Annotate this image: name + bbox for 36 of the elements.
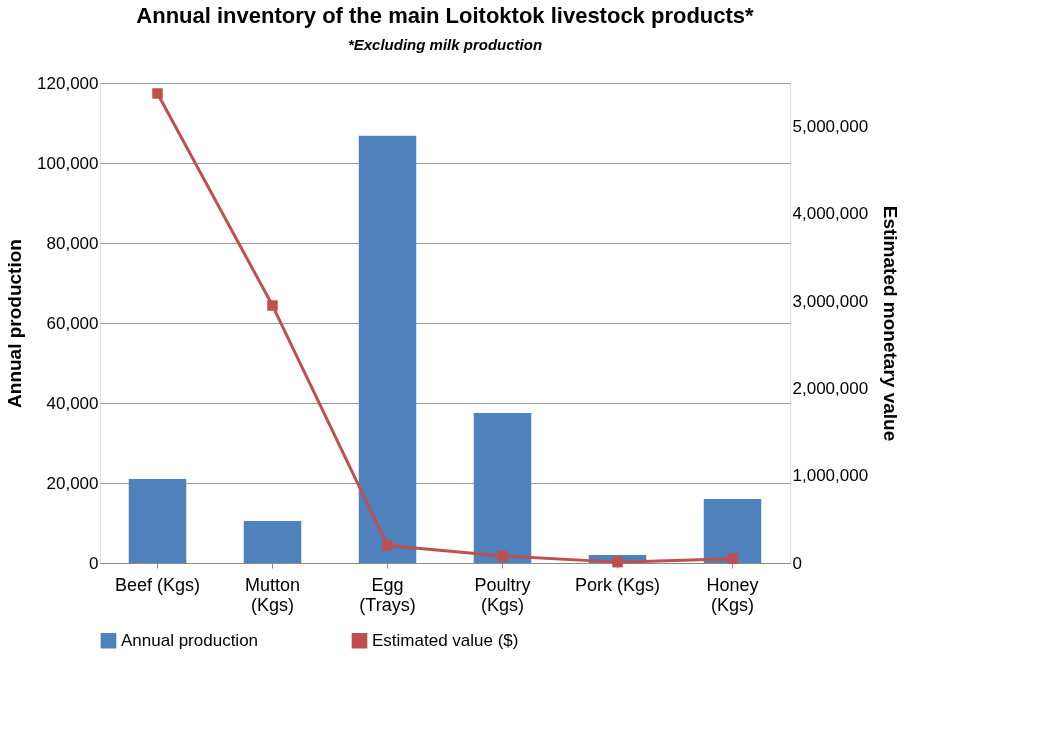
x-tick-label: Poultry (Kgs) [474,574,531,615]
y2-tick-label: 2,000,000 [792,378,869,398]
chart-title: Annual inventory of the main Loitoktok livestock products* [136,3,755,28]
y-tick-label: 60,000 [46,313,99,333]
point [612,556,623,568]
y-tick-label: 100,000 [37,153,99,173]
bar [358,135,417,563]
y-tick-label: 20,000 [46,473,99,493]
x-tick-label: Beef (Kgs) [114,574,201,595]
text: *Excluding milk production [347,36,543,53]
x-tick-label: Pork (Kgs) [574,574,661,595]
y2-tick-label: 1,000,000 [792,466,869,486]
y2-tick-label: 5,000,000 [792,117,869,137]
point [267,300,278,311]
legend-label: Estimated value ($) [372,630,519,650]
point [727,553,738,564]
y-tick-label: 0 [89,553,99,573]
y-tick-label: 120,000 [37,73,99,93]
y-axis-title: Annual production [4,239,26,408]
x-tick-label: Egg (Trays) [359,574,416,615]
point [152,88,163,99]
y2-tick-label: 3,000,000 [792,291,869,311]
point [497,550,508,562]
bar [473,413,532,563]
point [382,540,393,551]
x-tick-label: Mutton (Kgs) [244,574,301,615]
x-tick-label: Honey (Kgs) [706,574,759,615]
y-tick-label: 40,000 [46,393,99,413]
y2-axis-title: Estimated monetary value [880,205,902,442]
legend-label: Annual production [121,630,259,650]
bar [243,521,302,563]
bar [703,499,762,563]
y-tick-label: 80,000 [46,233,99,253]
y2-tick-label: 0 [792,553,802,573]
y2-tick-label: 4,000,000 [792,204,869,224]
bar [128,479,187,563]
